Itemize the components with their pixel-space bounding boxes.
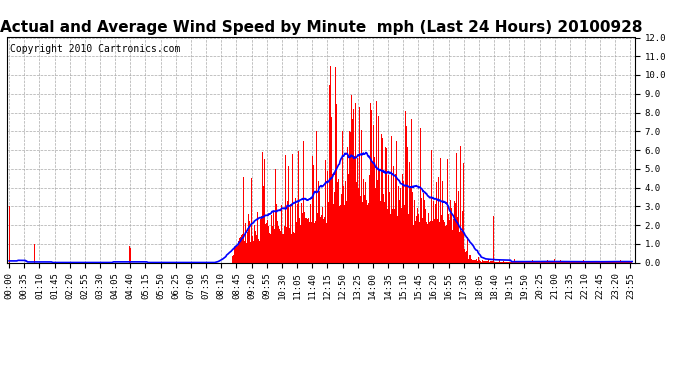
Title: Actual and Average Wind Speed by Minute  mph (Last 24 Hours) 20100928: Actual and Average Wind Speed by Minute …	[0, 20, 642, 35]
Text: Copyright 2010 Cartronics.com: Copyright 2010 Cartronics.com	[10, 44, 180, 54]
